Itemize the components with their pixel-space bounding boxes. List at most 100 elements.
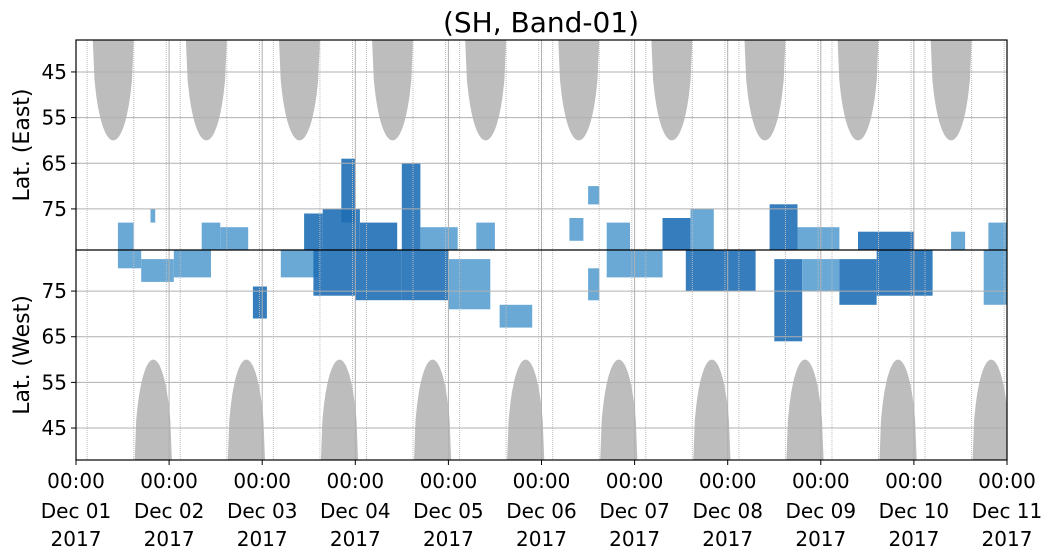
y-axis-west: 75 65 55 45 [42, 279, 76, 440]
occurrence-cell-west [117, 250, 142, 269]
panel-east [92, 40, 1007, 250]
x-tick-year: 2017 [144, 527, 195, 551]
occurrence-cell-east [341, 158, 356, 223]
x-tick-time: 00:00 [978, 469, 1036, 493]
x-tick-year: 2017 [516, 527, 567, 551]
occurrence-cell-west [983, 250, 1007, 305]
occurrence-cell-east [304, 213, 323, 250]
x-tick-label: 00:00 Dec 02 2017 [134, 469, 205, 551]
x-tick-time: 00:00 [233, 469, 291, 493]
x-tick-time: 00:00 [140, 469, 198, 493]
x-tick-year: 2017 [982, 527, 1033, 551]
occurrence-cell-east [360, 222, 398, 250]
x-tick-time: 00:00 [792, 469, 850, 493]
daylight-region-west [134, 359, 172, 460]
x-tick-label: 00:00 Dec 07 2017 [599, 469, 670, 551]
occurrence-cell-east [150, 208, 156, 223]
x-tick-label: 00:00 Dec 05 2017 [413, 469, 484, 551]
occurrence-cell-west [448, 259, 491, 310]
x-tick-date: Dec 02 [134, 499, 205, 523]
x-tick-date: Dec 11 [972, 499, 1043, 523]
occurrence-cell-west [499, 304, 533, 328]
occurrence-cell-west [355, 250, 402, 301]
occurrence-cell-east [690, 208, 714, 250]
x-tick-date: Dec 05 [413, 499, 484, 523]
occurrence-cell-east [220, 227, 249, 250]
occurrence-cell-east [201, 222, 221, 250]
x-tick-date: Dec 06 [506, 499, 577, 523]
x-tick-label: 00:00 Dec 03 2017 [227, 469, 298, 551]
daylight-region-west [972, 359, 1007, 460]
x-tick-year: 2017 [795, 527, 846, 551]
x-tick-time: 00:00 [420, 469, 478, 493]
daylight-region-west [693, 359, 731, 460]
x-tick-date: Dec 10 [879, 499, 950, 523]
daylight-region-west [600, 359, 638, 460]
x-tick-time: 00:00 [606, 469, 664, 493]
x-tick-date: Dec 04 [320, 499, 391, 523]
x-tick-label: 00:00 Dec 08 2017 [692, 469, 763, 551]
x-tick-date: Dec 08 [692, 499, 763, 523]
ylabel-east: Lat. (East) [10, 89, 35, 202]
occurrence-cell-east [988, 222, 1007, 250]
y-tick-label-east: 75 [42, 197, 67, 221]
daylight-region-east [92, 40, 134, 141]
y-tick-label-east: 55 [42, 106, 67, 130]
x-tick-label: 00:00 Dec 06 2017 [506, 469, 577, 551]
y-tick-label-west: 65 [42, 325, 67, 349]
x-tick-label: 00:00 Dec 01 2017 [41, 469, 112, 551]
x-tick-date: Dec 03 [227, 499, 298, 523]
occurrence-cell-east [569, 218, 584, 241]
occurrence-cell-east [476, 222, 495, 250]
daylight-region-east [930, 40, 972, 141]
x-tick-label: 00:00 Dec 11 2017 [972, 469, 1043, 551]
x-tick-time: 00:00 [699, 469, 757, 493]
x-tick-year: 2017 [702, 527, 753, 551]
x-tick-year: 2017 [51, 527, 102, 551]
x-tick-time: 00:00 [513, 469, 571, 493]
x-tick-label: 00:00 Dec 10 2017 [879, 469, 950, 551]
daylight-region-west [320, 359, 359, 460]
occurrence-cell-west [173, 250, 211, 278]
daylight-region-east [372, 40, 414, 141]
x-tick-time: 00:00 [326, 469, 384, 493]
daylight-region-east [651, 40, 693, 141]
occurrence-cell-west [839, 259, 877, 305]
occurrence-cell-west [774, 259, 803, 342]
y-tick-label-east: 45 [42, 60, 67, 84]
x-tick-date: Dec 09 [786, 499, 857, 523]
occurrence-cell-east [951, 231, 966, 250]
x-tick-time: 00:00 [885, 469, 943, 493]
x-tick-year: 2017 [609, 527, 660, 551]
x-tick-year: 2017 [237, 527, 288, 551]
ylabel-west: Lat. (West) [10, 295, 35, 415]
x-tick-date: Dec 07 [599, 499, 670, 523]
x-tick-label: 00:00 Dec 09 2017 [786, 469, 857, 551]
x-tick-year: 2017 [888, 527, 939, 551]
daylight-region-east [278, 40, 320, 141]
occurrence-cell-west [876, 250, 933, 296]
occurrence-cell-east [858, 231, 914, 250]
daylight-region-west [507, 359, 545, 460]
daylight-region-west [413, 359, 452, 460]
occurrence-cell-west [588, 268, 600, 301]
daylight-region-east [744, 40, 786, 141]
x-tick-year: 2017 [330, 527, 381, 551]
occurrence-cell-east [401, 163, 421, 250]
x-tick-time: 00:00 [47, 469, 105, 493]
daylight-region-west [879, 359, 917, 460]
occurrence-cell-east [662, 218, 691, 250]
occurrence-cell-east [117, 222, 134, 250]
daylight-region-east [837, 40, 879, 141]
occurrence-cell-east [769, 204, 798, 250]
x-tick-label: 00:00 Dec 04 2017 [320, 469, 391, 551]
daylight-region-east [465, 40, 507, 141]
occurrence-cell-east [420, 227, 458, 250]
y-tick-label-east: 65 [42, 151, 67, 175]
daylight-region-west [227, 359, 265, 460]
x-axis: 00:00 Dec 01 2017 00:00 Dec 02 2017 00:00 Dec 0… [41, 460, 1043, 551]
y-tick-label-west: 75 [42, 279, 67, 303]
occurrence-cell-west [685, 250, 756, 292]
y-axis-east: 45 55 65 75 [42, 60, 76, 221]
